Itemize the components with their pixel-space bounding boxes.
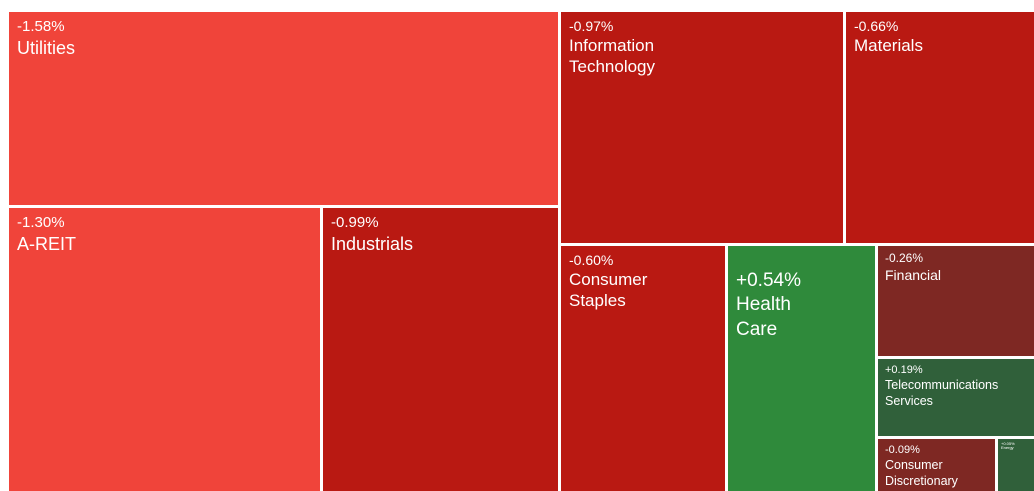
tile-label: Energy xyxy=(1001,445,1014,451)
tile-a-reit[interactable]: -1.30% A-REIT xyxy=(9,208,320,491)
tile-energy[interactable]: +0.05% Energy xyxy=(998,439,1034,491)
tile-information-technology[interactable]: -0.97% Information Technology xyxy=(561,12,843,243)
tile-label: Utilities xyxy=(17,37,76,58)
tile-label: Telecommunications Services xyxy=(885,378,999,408)
tile-materials[interactable]: -0.66% Materials xyxy=(846,12,1034,243)
tile-change: -1.58% xyxy=(17,18,65,35)
tile-label: Consumer Discretionary xyxy=(885,458,958,488)
tile-consumer-staples[interactable]: -0.60% Consumer Staples xyxy=(561,246,725,491)
tile-telecommunications-services[interactable]: +0.19% Telecommunications Services xyxy=(878,359,1034,436)
tile-change: -0.26% xyxy=(885,251,924,265)
tile-change: +0.19% xyxy=(885,364,923,376)
tile-industrials[interactable]: -0.99% Industrials xyxy=(323,208,558,491)
tile-label: A-REIT xyxy=(17,233,77,254)
tile-change: -0.99% xyxy=(331,214,379,231)
tile-health-care[interactable]: +0.54% Health Care xyxy=(728,246,875,491)
tile-consumer-discretionary[interactable]: -0.09% Consumer Discretionary xyxy=(878,439,995,491)
tile-label: Health Care xyxy=(736,293,791,340)
tile-change: -1.30% xyxy=(17,214,65,231)
tile-change: +0.05% xyxy=(1001,441,1015,446)
tile-change: -0.60% xyxy=(569,252,614,268)
tile-financial[interactable]: -0.26% Financial xyxy=(878,246,1034,356)
tile-utilities[interactable]: -1.58% Utilities xyxy=(9,12,558,205)
tile-change: -0.66% xyxy=(854,18,899,34)
tile-change: -0.09% xyxy=(885,444,920,456)
tile-change: +0.54% xyxy=(736,270,801,291)
tile-label: Financial xyxy=(885,267,942,284)
tile-label: Information Technology xyxy=(569,36,656,76)
tile-change: -0.97% xyxy=(569,18,614,34)
tile-label: Industrials xyxy=(331,233,414,254)
tile-label: Consumer Staples xyxy=(569,270,648,310)
tile-label: Materials xyxy=(854,36,923,56)
